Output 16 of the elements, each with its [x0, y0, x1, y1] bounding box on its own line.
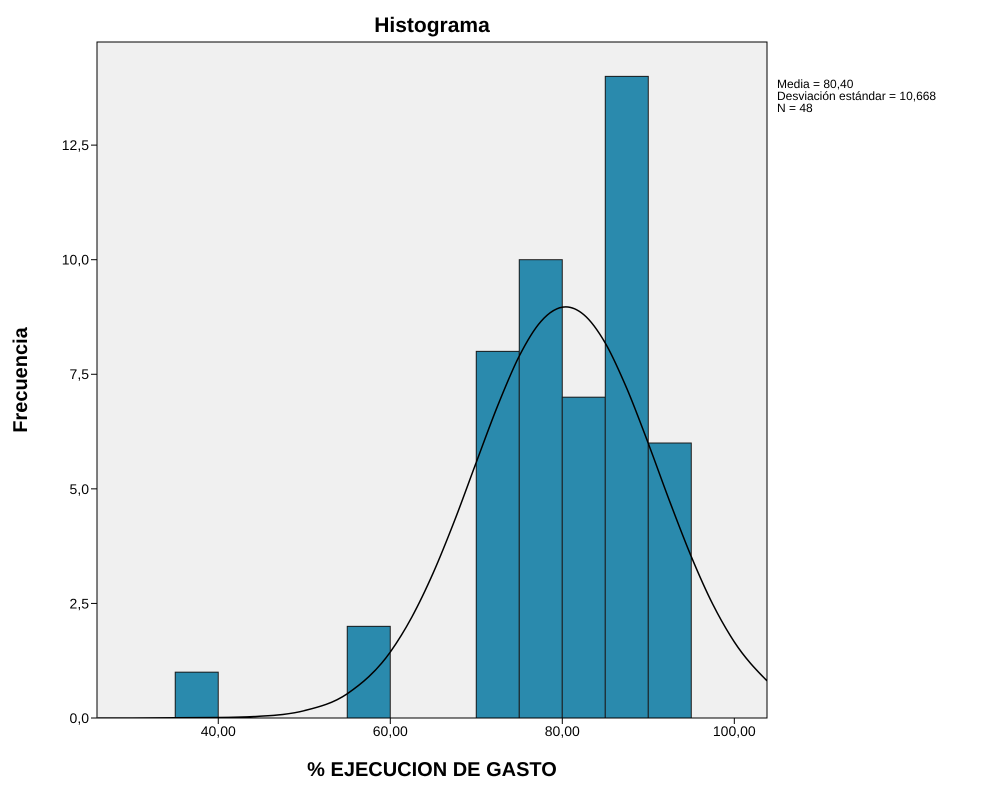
x-tick-label: 80,00 — [544, 722, 580, 739]
y-tick-label: 10,0 — [62, 252, 90, 268]
text: Desviación estándar = 10,668 — [777, 89, 936, 103]
y-tick-label: 7,5 — [70, 366, 90, 382]
x-tick-label: 60,00 — [372, 722, 408, 739]
y-tick-label: 12,5 — [62, 137, 90, 154]
x-axis-title: % EJECUCION DE GASTO — [307, 759, 557, 782]
y-axis-title: Frecuencia — [10, 326, 32, 433]
x-tick-label: 40,00 — [200, 722, 236, 739]
text: N = 48 — [777, 101, 814, 115]
y-tick-label: 0,0 — [70, 710, 90, 726]
y-tick-label: 5,0 — [70, 480, 90, 497]
text: Media = 80,40 — [777, 77, 854, 91]
x-tick-label: 100,00 — [712, 722, 756, 739]
chart-title: Histograma — [373, 14, 491, 38]
y-tick-label: 2,5 — [70, 595, 90, 612]
